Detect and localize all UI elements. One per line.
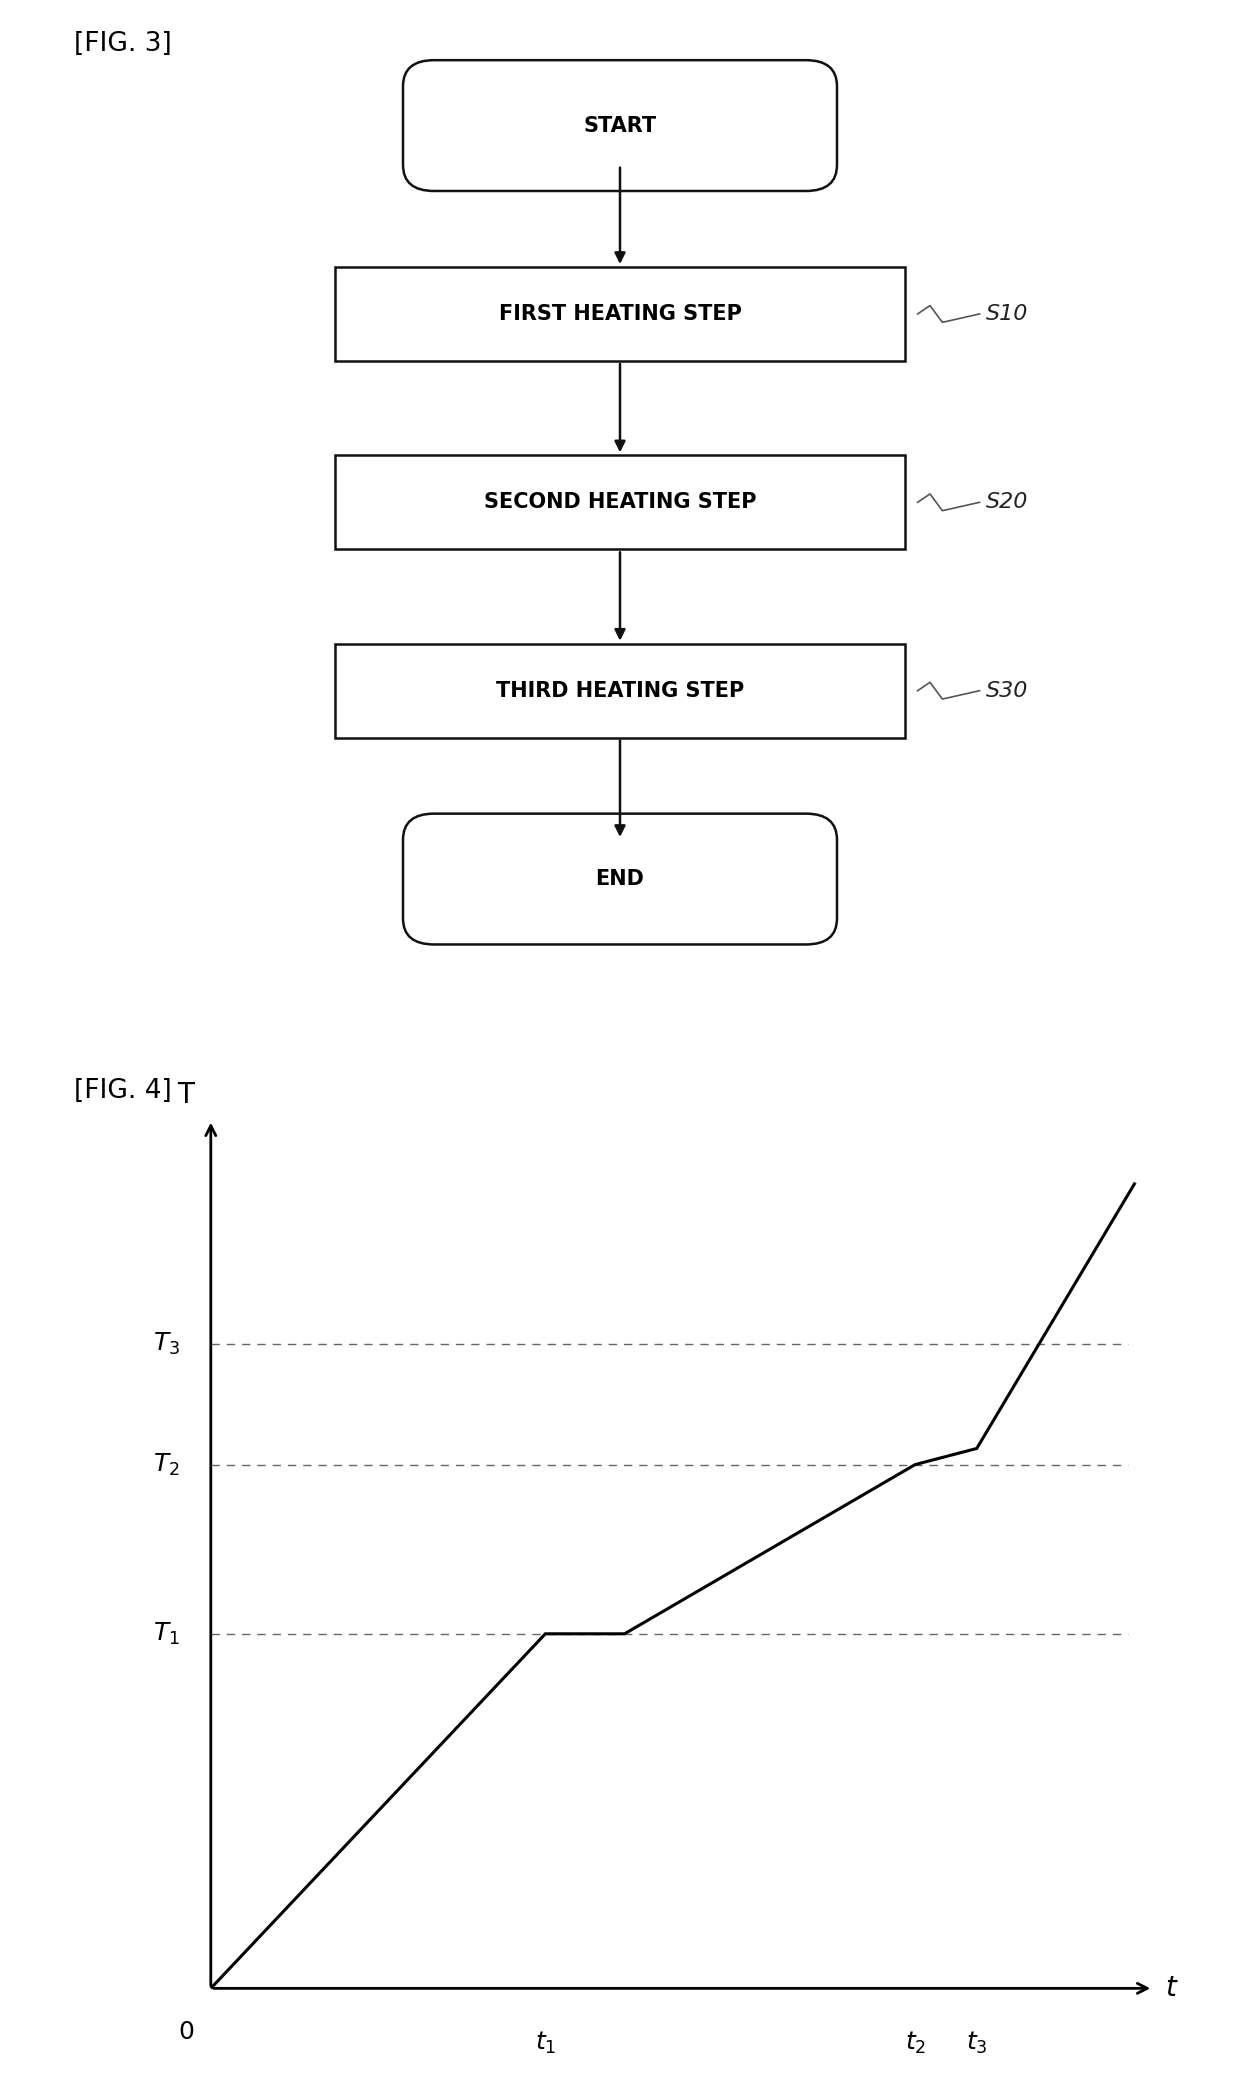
Text: [FIG. 4]: [FIG. 4] — [74, 1078, 172, 1103]
Text: $T_2$: $T_2$ — [154, 1450, 180, 1478]
Text: $t_1$: $t_1$ — [534, 2030, 556, 2057]
Text: 0: 0 — [179, 2020, 193, 2043]
FancyBboxPatch shape — [403, 61, 837, 190]
Text: FIRST HEATING STEP: FIRST HEATING STEP — [498, 303, 742, 324]
Text: END: END — [595, 869, 645, 890]
Text: SECOND HEATING STEP: SECOND HEATING STEP — [484, 492, 756, 513]
Text: S30: S30 — [986, 680, 1028, 701]
Text: S20: S20 — [986, 492, 1028, 513]
Text: [FIG. 3]: [FIG. 3] — [74, 31, 172, 57]
Bar — [335, 645, 905, 739]
Bar — [335, 456, 905, 548]
Text: S10: S10 — [986, 303, 1028, 324]
Text: $t_2$: $t_2$ — [904, 2030, 926, 2057]
Text: $T_3$: $T_3$ — [153, 1331, 180, 1356]
Text: THIRD HEATING STEP: THIRD HEATING STEP — [496, 680, 744, 701]
FancyBboxPatch shape — [403, 814, 837, 944]
Text: START: START — [584, 115, 656, 136]
Text: $T_1$: $T_1$ — [153, 1620, 180, 1647]
Text: t: t — [1166, 1974, 1177, 2003]
Text: T: T — [177, 1082, 195, 1109]
Bar — [335, 268, 905, 362]
Text: $t_3$: $t_3$ — [966, 2030, 987, 2057]
